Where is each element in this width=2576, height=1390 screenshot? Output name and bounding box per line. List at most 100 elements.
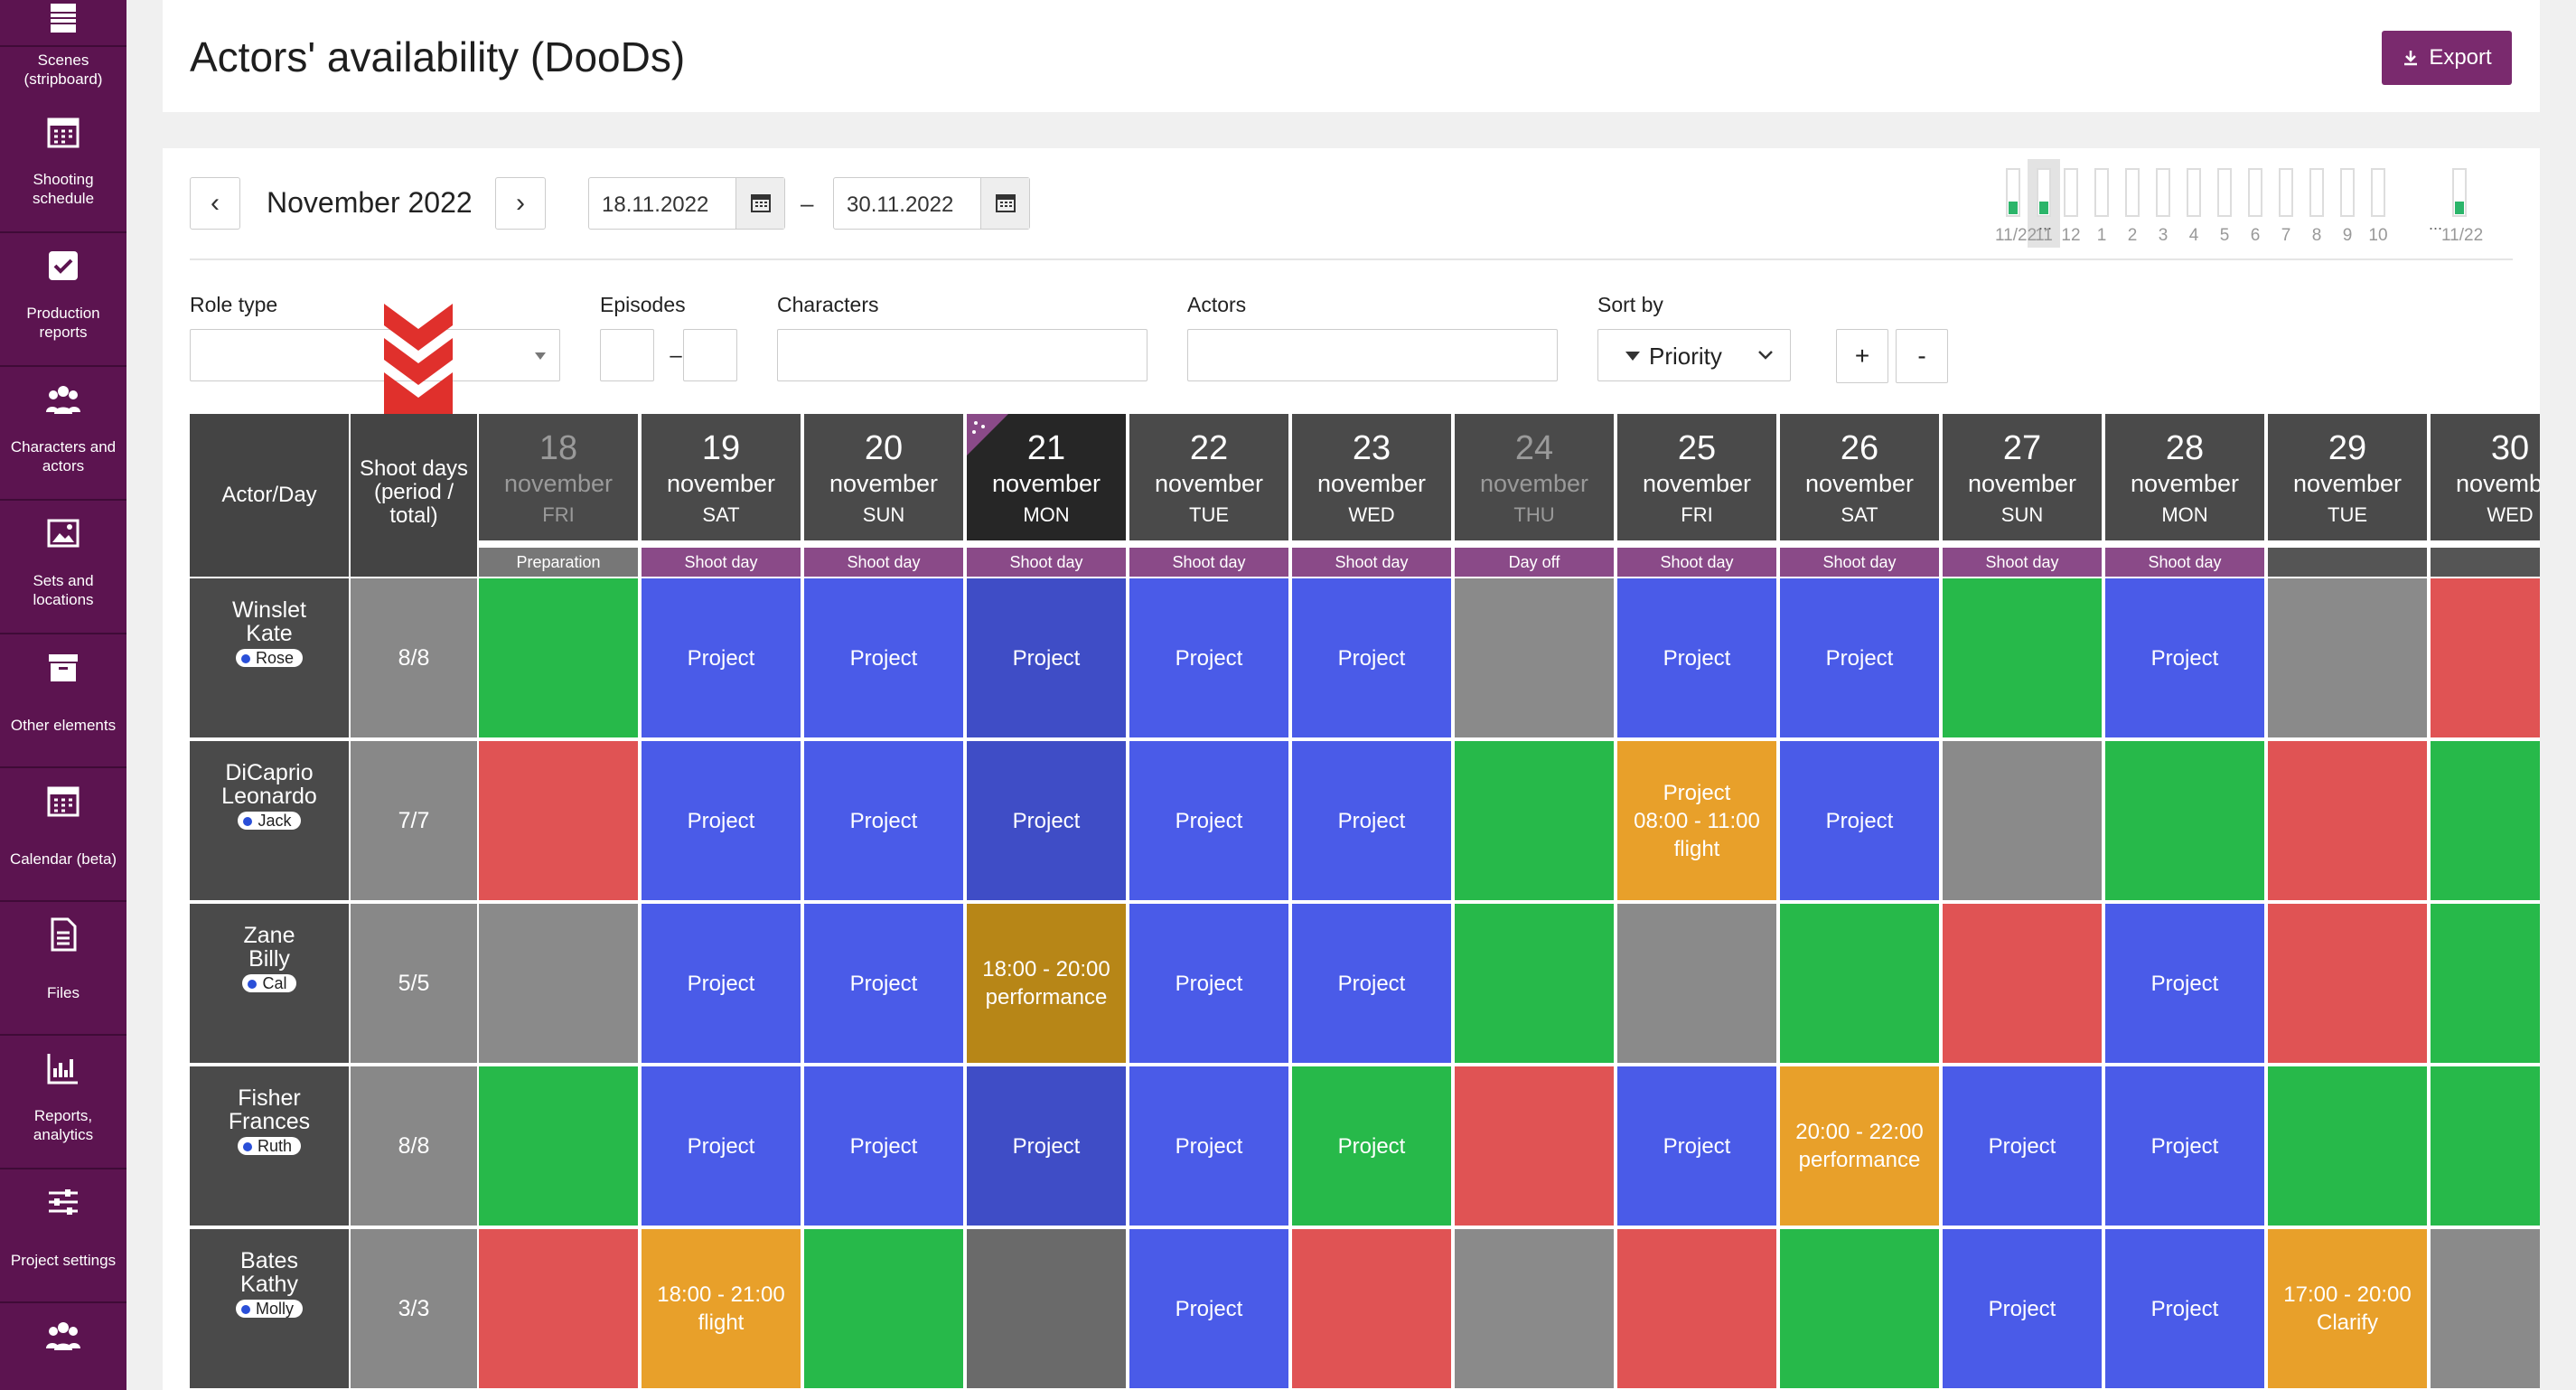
- role-type-select[interactable]: [190, 329, 560, 381]
- minimap-bar[interactable]: [2279, 168, 2293, 217]
- day-header[interactable]: 26 november SAT: [1780, 414, 1939, 540]
- actors-input[interactable]: [1187, 329, 1558, 381]
- zoom-in-button[interactable]: +: [1836, 329, 1888, 383]
- availability-cell[interactable]: Project: [1943, 1066, 2102, 1226]
- actor-cell[interactable]: Zane Billy Cal: [190, 904, 349, 1063]
- availability-cell[interactable]: Project 08:00 - 11:00 flight: [1617, 741, 1776, 900]
- availability-cell[interactable]: Project: [1129, 1066, 1288, 1226]
- minimap-bar[interactable]: [2217, 168, 2232, 217]
- sidebar-item[interactable]: Files: [0, 902, 126, 1036]
- sidebar-item[interactable]: Calendar (beta): [0, 768, 126, 902]
- availability-cell[interactable]: [2268, 904, 2427, 1063]
- sidebar-item[interactable]: Other elements: [0, 634, 126, 768]
- day-header[interactable]: 18 november FRI: [479, 414, 638, 540]
- sidebar-item[interactable]: Shooting schedule: [0, 99, 126, 233]
- availability-cell[interactable]: Project: [1292, 1066, 1451, 1226]
- day-header[interactable]: 24 november THU: [1455, 414, 1614, 540]
- availability-cell[interactable]: Project: [1129, 741, 1288, 900]
- availability-cell[interactable]: [1617, 904, 1776, 1063]
- availability-cell[interactable]: Project: [642, 904, 801, 1063]
- availability-cell[interactable]: [1617, 1229, 1776, 1388]
- day-header[interactable]: 27 november SUN: [1943, 414, 2102, 540]
- availability-cell[interactable]: [1455, 1229, 1614, 1388]
- availability-cell[interactable]: [2431, 904, 2540, 1063]
- availability-cell[interactable]: 17:00 - 20:00 Clarify: [2268, 1229, 2427, 1388]
- availability-cell[interactable]: Project: [967, 741, 1126, 900]
- availability-cell[interactable]: Project: [1943, 1229, 2102, 1388]
- availability-cell[interactable]: [1780, 1229, 1939, 1388]
- minimap-bar[interactable]: [2037, 168, 2051, 217]
- day-header[interactable]: 20 november SUN: [804, 414, 963, 540]
- sidebar-item[interactable]: [0, 1303, 126, 1390]
- minimap-bar[interactable]: [2187, 168, 2201, 217]
- minimap-bar[interactable]: [2156, 168, 2170, 217]
- minimap-bar[interactable]: [2248, 168, 2262, 217]
- minimap-bar[interactable]: [2340, 168, 2355, 217]
- availability-cell[interactable]: [1943, 578, 2102, 737]
- minimap-bar[interactable]: [2064, 168, 2078, 217]
- availability-cell[interactable]: [967, 1229, 1126, 1388]
- sidebar-item[interactable]: Scenes (stripboard): [0, 0, 126, 88]
- month-minimap[interactable]: 11/22 11 12 1 2 3 4 5 6 7 8 9 10 11/22......: [1995, 159, 2512, 249]
- availability-cell[interactable]: [479, 578, 638, 737]
- availability-cell[interactable]: Project: [642, 578, 801, 737]
- day-header[interactable]: 28 november MON: [2105, 414, 2264, 540]
- availability-cell[interactable]: Project: [2105, 1229, 2264, 1388]
- sidebar-item[interactable]: Characters and actors: [0, 367, 126, 501]
- availability-cell[interactable]: [479, 1066, 638, 1226]
- availability-cell[interactable]: [804, 1229, 963, 1388]
- day-header[interactable]: 23 november WED: [1292, 414, 1451, 540]
- availability-cell[interactable]: Project: [1617, 578, 1776, 737]
- availability-cell[interactable]: [1455, 904, 1614, 1063]
- availability-cell[interactable]: Project: [967, 578, 1126, 737]
- availability-cell[interactable]: Project: [1129, 904, 1288, 1063]
- availability-cell[interactable]: Project: [2105, 1066, 2264, 1226]
- date-to-input[interactable]: 30.11.2022: [833, 177, 1030, 230]
- availability-cell[interactable]: [2431, 1066, 2540, 1226]
- availability-cell[interactable]: Project: [2105, 904, 2264, 1063]
- day-header[interactable]: 29 november TUE: [2268, 414, 2427, 540]
- availability-cell[interactable]: Project: [1617, 1066, 1776, 1226]
- prev-month-button[interactable]: ‹: [190, 177, 240, 230]
- availability-cell[interactable]: [1943, 904, 2102, 1063]
- day-header[interactable]: 25 november FRI: [1617, 414, 1776, 540]
- availability-cell[interactable]: Project: [1292, 741, 1451, 900]
- characters-input[interactable]: [777, 329, 1147, 381]
- availability-cell[interactable]: [1455, 1066, 1614, 1226]
- availability-cell[interactable]: [479, 904, 638, 1063]
- availability-cell[interactable]: [479, 741, 638, 900]
- availability-cell[interactable]: Project: [1292, 578, 1451, 737]
- day-header[interactable]: 19 november SAT: [642, 414, 801, 540]
- availability-cell[interactable]: [1943, 741, 2102, 900]
- availability-cell[interactable]: 18:00 - 21:00 flight: [642, 1229, 801, 1388]
- availability-cell[interactable]: Project: [1780, 578, 1939, 737]
- day-header[interactable]: 30 november WED: [2431, 414, 2540, 540]
- actor-cell[interactable]: Fisher Frances Ruth: [190, 1066, 349, 1226]
- availability-cell[interactable]: Project: [1129, 1229, 1288, 1388]
- episodes-to-input[interactable]: [683, 329, 737, 381]
- availability-cell[interactable]: Project: [967, 1066, 1126, 1226]
- availability-cell[interactable]: Project: [642, 741, 801, 900]
- sidebar-item[interactable]: Project settings: [0, 1169, 126, 1303]
- actor-cell[interactable]: Bates Kathy Molly: [190, 1229, 349, 1388]
- availability-cell[interactable]: [2268, 741, 2427, 900]
- actor-cell[interactable]: DiCaprio Leonardo Jack: [190, 741, 349, 900]
- availability-cell[interactable]: Project: [804, 578, 963, 737]
- availability-cell[interactable]: Project: [642, 1066, 801, 1226]
- availability-cell[interactable]: [1455, 578, 1614, 737]
- minimap-bar[interactable]: [2452, 168, 2467, 217]
- episodes-from-input[interactable]: [600, 329, 654, 381]
- minimap-bar[interactable]: [2371, 168, 2385, 217]
- availability-cell[interactable]: [1292, 1229, 1451, 1388]
- availability-cell[interactable]: Project: [804, 904, 963, 1063]
- date-from-input[interactable]: 18.11.2022: [588, 177, 785, 230]
- sidebar-item[interactable]: Reports, analytics: [0, 1036, 126, 1169]
- availability-cell[interactable]: [2105, 741, 2264, 900]
- availability-cell[interactable]: [2431, 1229, 2540, 1388]
- availability-cell[interactable]: Project: [1780, 741, 1939, 900]
- availability-cell[interactable]: 18:00 - 20:00 performance: [967, 904, 1126, 1063]
- sidebar-item[interactable]: Production reports: [0, 233, 126, 367]
- actor-cell[interactable]: Winslet Kate Rose: [190, 578, 349, 737]
- availability-cell[interactable]: Project: [2105, 578, 2264, 737]
- availability-cell[interactable]: Project: [1292, 904, 1451, 1063]
